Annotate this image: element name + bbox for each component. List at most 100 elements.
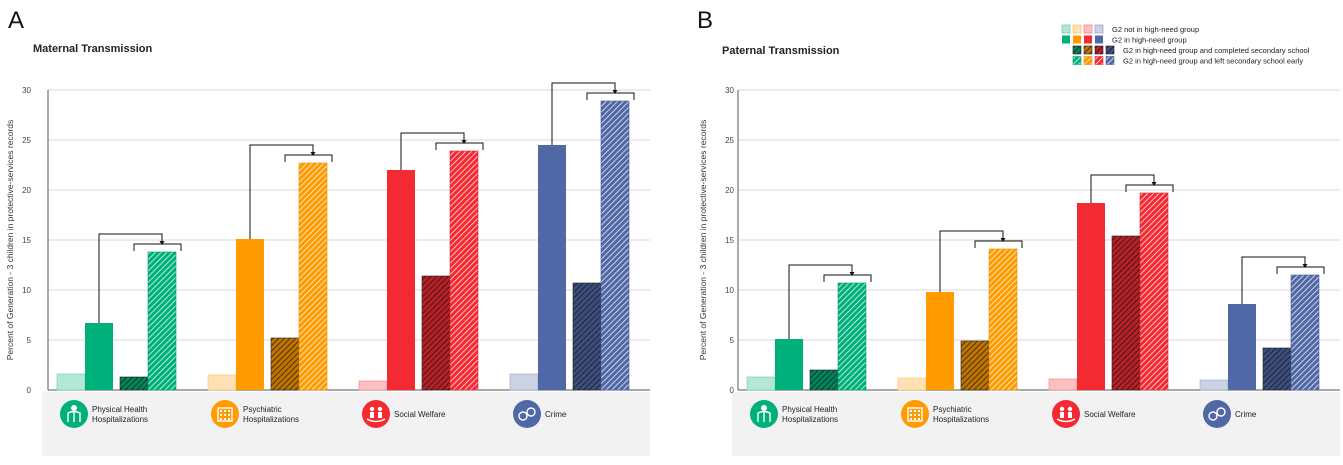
bar-crime-series-2 — [538, 145, 566, 390]
comparison-bracket — [551, 82, 635, 145]
legend-swatch — [1073, 35, 1081, 44]
y-axis-label: Percent of Generation - 3 children in pr… — [698, 120, 708, 360]
legend-swatch — [1083, 45, 1093, 55]
comparison-bracket — [249, 144, 333, 239]
legend-swatch — [1072, 24, 1082, 34]
category-label: Crime — [545, 410, 567, 419]
y-tick-label: 0 — [27, 386, 32, 395]
bar-social-welfare-series-1 — [1048, 378, 1078, 391]
category-label: Social Welfare — [1084, 410, 1136, 419]
bar-psychiatric-hospitalizations-series-3 — [270, 337, 300, 391]
bar-psychiatric-hospitalizations-series-4 — [988, 248, 1018, 391]
comparison-bracket — [788, 264, 872, 339]
bar-crime-series-3 — [1262, 347, 1292, 391]
y-tick-label: 5 — [730, 336, 735, 345]
legend-label: G2 not in high-need group — [1112, 25, 1199, 34]
category-label: Physical Health — [782, 405, 837, 414]
bar-psychiatric-hospitalizations-series-3 — [960, 340, 990, 391]
category-label: Psychiatric — [243, 405, 282, 414]
legend-swatch — [1094, 24, 1104, 34]
panel-b: B Paternal Transmission 0 5 10 15 20 25 30 Percen… — [697, 7, 1340, 456]
y-tick-label: 10 — [22, 286, 31, 295]
y-tick-label: 5 — [27, 336, 32, 345]
bar-crime-series-3 — [572, 282, 602, 391]
chart-title: Paternal Transmission — [722, 45, 840, 57]
bar-social-welfare-series-2 — [1077, 203, 1105, 390]
bar-physical-health-hospitalizations-series-1 — [746, 376, 776, 391]
legend-swatch — [1094, 45, 1104, 55]
panel-a: A Maternal Transmission 0 5 10 15 20 25 30 Percen… — [5, 7, 650, 456]
y-tick-label: 10 — [725, 286, 734, 295]
bar-psychiatric-hospitalizations-series-1 — [207, 374, 237, 391]
comparison-bracket — [939, 230, 1023, 292]
category-label: Crime — [1235, 410, 1257, 419]
bar-crime-series-1 — [509, 373, 539, 391]
bar-social-welfare-series-4 — [449, 150, 479, 391]
chart-title: Maternal Transmission — [33, 43, 152, 55]
category-label: Social Welfare — [394, 410, 446, 419]
bar-social-welfare-series-4 — [1139, 192, 1169, 391]
y-tick-label: 30 — [725, 86, 734, 95]
legend-label: G2 in high-need group — [1112, 36, 1187, 45]
bar-social-welfare-series-2 — [387, 170, 415, 390]
y-tick-label: 25 — [725, 136, 734, 145]
bar-physical-health-hospitalizations-series-3 — [119, 376, 149, 391]
comparison-bracket — [1241, 256, 1325, 304]
bar-crime-series-1 — [1199, 379, 1229, 391]
bar-social-welfare-series-1 — [358, 380, 388, 391]
bar-psychiatric-hospitalizations-series-4 — [298, 162, 328, 391]
category-label: Hospitalizations — [933, 415, 989, 424]
category-label: Physical Health — [92, 405, 147, 414]
bar-social-welfare-series-3 — [421, 275, 451, 391]
y-tick-label: 15 — [725, 236, 734, 245]
legend: G2 not in high-need group G2 in high-need… — [1061, 24, 1310, 66]
bar-physical-health-hospitalizations-series-4 — [147, 251, 177, 391]
legend-swatch — [1084, 35, 1092, 44]
y-tick-label: 25 — [22, 136, 31, 145]
category-label: Psychiatric — [933, 405, 972, 414]
family-hand-icon — [362, 400, 390, 428]
category-band — [732, 392, 1340, 456]
y-axis-label: Percent of Generation - 3 children in pr… — [5, 120, 15, 360]
legend-swatch — [1105, 45, 1115, 55]
category-label: Hospitalizations — [92, 415, 148, 424]
bar-crime-series-4 — [1290, 274, 1320, 391]
legend-label: G2 in high-need group and left secondary… — [1123, 57, 1303, 66]
category-label: Hospitalizations — [243, 415, 299, 424]
y-tick-label: 15 — [22, 236, 31, 245]
y-tick-label: 0 — [730, 386, 735, 395]
bar-physical-health-hospitalizations-series-2 — [85, 323, 113, 390]
bar-physical-health-hospitalizations-series-3 — [809, 369, 839, 391]
legend-swatch — [1083, 24, 1093, 34]
legend-swatch — [1072, 45, 1082, 55]
y-tick-label: 20 — [22, 186, 31, 195]
comparison-bracket — [1090, 174, 1174, 203]
bar-crime-series-4 — [600, 100, 630, 391]
bar-physical-health-hospitalizations-series-4 — [837, 282, 867, 391]
bar-psychiatric-hospitalizations-series-2 — [926, 292, 954, 390]
comparison-bracket — [400, 132, 484, 170]
family-hand-icon — [1052, 400, 1080, 428]
legend-swatch — [1062, 35, 1070, 44]
y-tick-label: 20 — [725, 186, 734, 195]
legend-swatch — [1061, 24, 1071, 34]
category-band — [42, 392, 650, 456]
bar-psychiatric-hospitalizations-series-2 — [236, 239, 264, 390]
legend-swatch — [1083, 56, 1093, 65]
y-tick-label: 30 — [22, 86, 31, 95]
bar-social-welfare-series-3 — [1111, 235, 1141, 391]
panel-letter: A — [8, 7, 24, 34]
bar-psychiatric-hospitalizations-series-1 — [897, 377, 927, 391]
bar-crime-series-2 — [1228, 304, 1256, 390]
legend-swatch — [1105, 56, 1115, 65]
legend-swatch — [1072, 56, 1082, 65]
bar-physical-health-hospitalizations-series-1 — [56, 373, 86, 391]
legend-swatch — [1094, 56, 1104, 65]
legend-label: G2 in high-need group and completed seco… — [1123, 46, 1310, 55]
panel-letter: B — [697, 7, 713, 34]
category-label: Hospitalizations — [782, 415, 838, 424]
bar-physical-health-hospitalizations-series-2 — [775, 339, 803, 390]
legend-swatch — [1095, 35, 1103, 44]
comparison-bracket — [98, 233, 182, 323]
